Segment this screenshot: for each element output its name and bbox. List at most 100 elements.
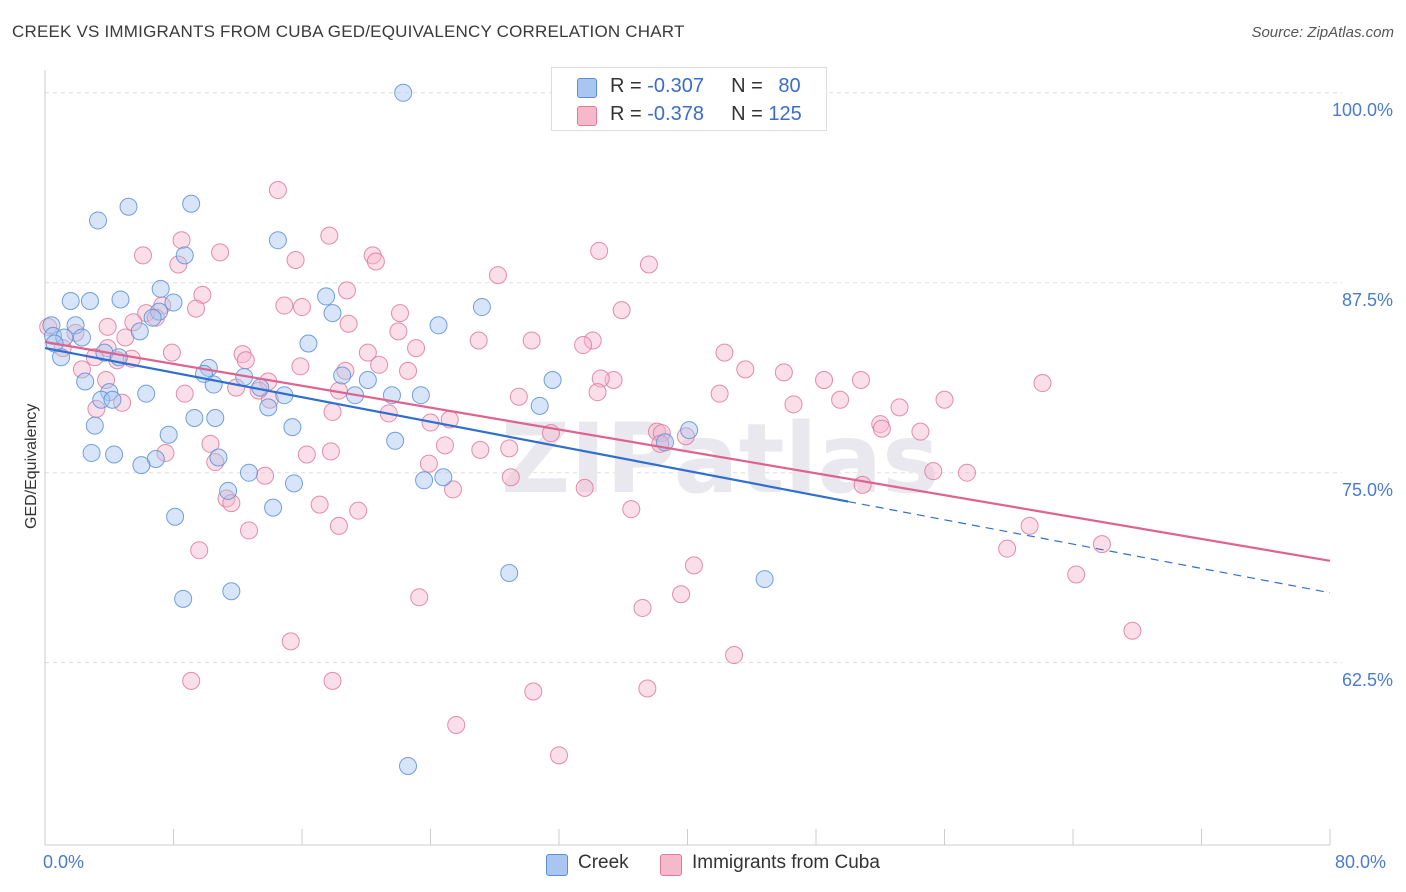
creek-point bbox=[137, 384, 156, 403]
cuba-r-value: -0.378 bbox=[647, 103, 704, 125]
cuba-point bbox=[583, 331, 602, 350]
cuba-point bbox=[66, 323, 85, 342]
creek-point bbox=[500, 563, 519, 582]
cuba-point bbox=[190, 541, 209, 560]
creek-point bbox=[85, 416, 104, 435]
creek-point bbox=[530, 396, 549, 415]
cuba-point bbox=[410, 588, 429, 607]
cuba-point bbox=[501, 468, 520, 487]
creek-points bbox=[42, 83, 774, 775]
creek-point bbox=[209, 448, 228, 467]
cuba-point bbox=[725, 646, 744, 665]
cuba-point bbox=[957, 463, 976, 482]
cuba-point bbox=[256, 466, 275, 485]
creek-point bbox=[543, 371, 562, 389]
cuba-point bbox=[239, 521, 258, 540]
cuba-point bbox=[366, 252, 385, 271]
creek-point bbox=[472, 298, 491, 317]
creek-point bbox=[82, 443, 101, 462]
cuba-point bbox=[509, 387, 528, 406]
cuba-point bbox=[590, 241, 609, 260]
cuba-n-label: N = bbox=[731, 103, 769, 125]
cuba-point bbox=[1020, 516, 1039, 535]
cuba-point bbox=[604, 371, 623, 389]
cuba-point bbox=[736, 360, 755, 379]
cuba-point bbox=[201, 434, 220, 453]
cuba-point bbox=[275, 296, 294, 315]
cuba-point bbox=[281, 632, 300, 651]
creek-point bbox=[268, 231, 287, 250]
creek-point bbox=[76, 372, 95, 391]
x-tick-label-min: 0.0% bbox=[43, 852, 85, 872]
legend-swatch-creek bbox=[546, 854, 568, 876]
trend-lines bbox=[44, 340, 1331, 594]
cuba-point bbox=[39, 317, 58, 336]
creek-point bbox=[132, 456, 151, 475]
y-axis-label: GED/Equivalency bbox=[23, 403, 40, 529]
cuba-point bbox=[293, 298, 311, 317]
creek-point bbox=[299, 334, 318, 353]
creek-point bbox=[386, 431, 405, 450]
cuba-point bbox=[339, 314, 358, 333]
creek-trend-extension bbox=[848, 500, 1331, 594]
y-tick-label: 62.5% bbox=[1341, 669, 1393, 690]
watermark: ZIPatlas bbox=[501, 403, 940, 515]
cuba-point bbox=[291, 357, 310, 376]
cuba-point bbox=[323, 671, 342, 690]
creek-point bbox=[222, 582, 241, 601]
cuba-point bbox=[924, 462, 943, 481]
creek-point bbox=[103, 390, 122, 409]
creek-n-value: 80 bbox=[778, 75, 801, 97]
creek-point bbox=[323, 304, 342, 323]
cuba-point bbox=[1067, 565, 1086, 584]
cuba-point bbox=[321, 442, 340, 461]
creek-point bbox=[164, 293, 183, 312]
creek-point bbox=[182, 194, 201, 213]
cuba-n-value: 125 bbox=[768, 103, 802, 125]
creek-point bbox=[358, 371, 377, 389]
cuba-point bbox=[370, 355, 389, 374]
creek-point bbox=[333, 366, 352, 385]
cuba-point bbox=[831, 390, 850, 409]
source-note: Source: ZipAtlas.com bbox=[1251, 24, 1394, 41]
y-tick-label: 100.0% bbox=[1331, 99, 1393, 120]
cuba-point bbox=[113, 393, 132, 412]
creek-point bbox=[80, 291, 99, 310]
cuba-point bbox=[419, 454, 438, 473]
creek-point bbox=[89, 211, 108, 230]
cuba-point bbox=[575, 478, 594, 497]
cuba-point bbox=[124, 313, 143, 332]
cuba-points bbox=[39, 181, 1142, 765]
creek-point bbox=[429, 316, 448, 335]
cuba-point bbox=[853, 475, 872, 494]
cuba-point bbox=[172, 231, 191, 250]
creek-trend-line bbox=[44, 347, 849, 503]
cuba-point bbox=[890, 398, 909, 417]
cuba-point bbox=[156, 443, 175, 462]
cuba-point bbox=[851, 371, 870, 389]
cuba-point bbox=[97, 371, 116, 389]
legend-label-cuba: Immigrants from Cuba bbox=[692, 852, 880, 873]
cuba-point bbox=[222, 494, 241, 513]
cuba-point bbox=[390, 304, 409, 323]
legend: Creek Immigrants from Cuba bbox=[0, 852, 1406, 878]
creek-point bbox=[434, 468, 453, 487]
chart-title: CREEK VS IMMIGRANTS FROM CUBA GED/EQUIVA… bbox=[12, 22, 685, 41]
cuba-point bbox=[358, 343, 377, 362]
creek-point bbox=[72, 328, 91, 347]
cuba-point bbox=[574, 336, 593, 355]
cuba-point bbox=[998, 539, 1017, 558]
creek-point bbox=[185, 408, 204, 427]
cuba-point bbox=[522, 331, 541, 350]
axes bbox=[44, 70, 1331, 846]
cuba-point bbox=[435, 436, 454, 455]
cuba-point bbox=[337, 281, 356, 300]
creek-point bbox=[61, 291, 80, 310]
creek-point bbox=[283, 418, 302, 437]
cuba-point bbox=[710, 384, 729, 403]
cuba-point bbox=[815, 371, 834, 389]
cuba-point bbox=[591, 369, 610, 388]
creek-point bbox=[175, 246, 194, 265]
cuba-point bbox=[169, 255, 188, 274]
cuba-point bbox=[911, 422, 930, 441]
